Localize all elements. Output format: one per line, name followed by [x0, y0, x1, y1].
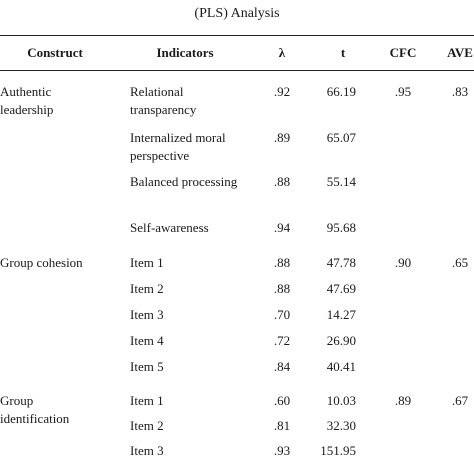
ave-cell: .83	[451, 84, 469, 99]
t-value-cell: 47.78	[326, 255, 356, 270]
lambda-cell: .81	[273, 418, 291, 433]
indicator-cell: Item 3	[130, 443, 164, 458]
lambda-cell: .72	[273, 333, 291, 348]
t-value-cell: 47.69	[326, 281, 356, 296]
header-cell: Indicators	[156, 45, 214, 60]
header-cell: CFC	[389, 45, 417, 60]
construct-cell: Group identification	[0, 393, 70, 426]
indicator-cell: Item 1	[130, 255, 164, 270]
header-cell: λ	[278, 45, 286, 60]
lambda-cell: .93	[273, 443, 291, 458]
table-title: (PLS) Analysis	[194, 6, 280, 21]
construct-cell: Authentic leadership	[0, 84, 54, 117]
t-value-cell: 40.41	[326, 359, 356, 374]
top-rule	[0, 35, 474, 36]
lambda-cell: .88	[273, 281, 291, 296]
lambda-cell: .88	[273, 255, 291, 270]
ave-cell: .65	[451, 255, 469, 270]
header-cell: Construct	[27, 45, 83, 60]
indicator-cell: Relational transparency	[130, 84, 197, 117]
t-value-cell: 151.95	[320, 443, 356, 458]
lambda-cell: .60	[273, 393, 291, 408]
lambda-cell: .70	[273, 307, 291, 322]
lambda-cell: .94	[273, 220, 291, 235]
indicator-cell: Item 3	[130, 307, 164, 322]
lambda-cell: .89	[273, 130, 291, 145]
header-rule	[0, 70, 474, 71]
indicator-cell: Item 5	[130, 359, 164, 374]
indicator-cell: Balanced processing	[130, 174, 238, 189]
construct-cell: Group cohesion	[0, 255, 83, 270]
indicator-cell: Item 2	[130, 281, 164, 296]
ave-cell: .67	[451, 393, 469, 408]
cfc-cell: .89	[394, 393, 412, 408]
indicator-cell: Self-awareness	[130, 220, 209, 235]
cfc-cell: .90	[394, 255, 412, 270]
indicator-cell: Item 2	[130, 418, 164, 433]
header-cell: t	[340, 45, 346, 60]
header-cell: AVE	[447, 45, 473, 60]
t-value-cell: 14.27	[326, 307, 356, 322]
cfc-cell: .95	[394, 84, 412, 99]
lambda-cell: .92	[273, 84, 291, 99]
t-value-cell: 26.90	[326, 333, 356, 348]
indicator-cell: Item 4	[130, 333, 164, 348]
indicator-cell: Internalized moral perspective	[130, 130, 226, 163]
lambda-cell: .84	[273, 359, 291, 374]
t-value-cell: 95.68	[326, 220, 356, 235]
t-value-cell: 55.14	[326, 174, 356, 189]
t-value-cell: 65.07	[326, 130, 356, 145]
t-value-cell: 10.03	[326, 393, 356, 408]
t-value-cell: 32.30	[326, 418, 356, 433]
lambda-cell: .88	[273, 174, 291, 189]
t-value-cell: 66.19	[326, 84, 356, 99]
indicator-cell: Item 1	[130, 393, 164, 408]
